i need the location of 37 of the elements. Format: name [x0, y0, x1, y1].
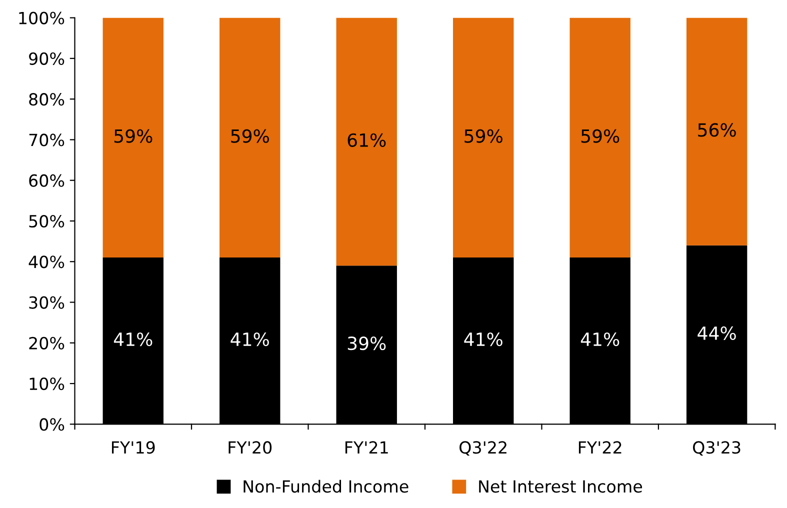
legend-label: Net Interest Income [479, 480, 642, 493]
y-tick-label: 70% [29, 134, 64, 146]
y-tick-label: 80% [29, 93, 64, 106]
legend-label: Non-Funded Income [244, 480, 408, 493]
x-tick-label: FY'22 [578, 441, 622, 454]
x-tick-label: FY'19 [112, 441, 155, 454]
bar [336, 18, 397, 266]
data-label: 41% [464, 332, 502, 346]
data-label: 41% [580, 332, 620, 346]
y-tick-label: 40% [28, 256, 64, 268]
x-tick-label: Q3'22 [460, 441, 506, 456]
bar [220, 18, 280, 258]
data-label: 59% [464, 129, 502, 143]
y-tick-label: 10% [30, 378, 64, 390]
bar [686, 18, 748, 246]
y-tick-label: 60% [29, 174, 64, 187]
y-tick-label: 50% [29, 214, 64, 228]
x-tick-label: FY'21 [345, 441, 388, 454]
y-tick-label: 0% [40, 418, 64, 431]
data-label: 41% [230, 332, 269, 346]
y-tick-label: 90% [29, 52, 64, 65]
data-label: 59% [114, 129, 152, 143]
data-label: 61% [348, 133, 386, 147]
data-label: 41% [114, 332, 152, 346]
y-tick-label: 100% [19, 12, 64, 24]
bar [570, 18, 630, 258]
data-label: 59% [231, 129, 269, 143]
bar [452, 18, 514, 258]
x-tick-label: FY'20 [228, 441, 272, 454]
bar [102, 18, 164, 258]
y-tick-label: 20% [29, 336, 64, 350]
data-label: 44% [698, 326, 736, 340]
data-label: 56% [698, 123, 736, 137]
y-tick-label: 30% [29, 296, 64, 309]
data-label: 59% [581, 129, 620, 143]
data-label: 39% [348, 336, 386, 350]
x-tick-label: Q3'23 [693, 441, 740, 456]
